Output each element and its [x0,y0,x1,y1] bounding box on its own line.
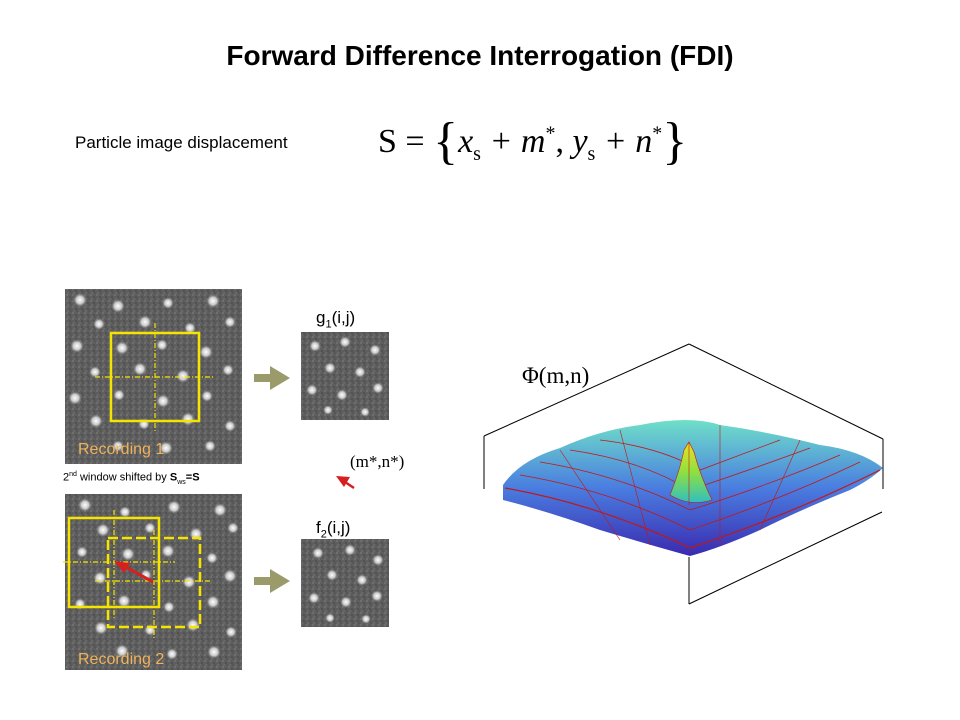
recording-2-windows [63,510,212,640]
shift-caption-sup: nd [69,471,77,478]
equation-lhs: S = [378,123,425,160]
window-g1-image [301,332,389,420]
equation-close-brace: } [662,113,688,170]
equation-star2: * [652,122,663,145]
equation-x: x [458,123,474,160]
arrow-right-icon-top [254,366,290,390]
recording-1-label: Recording 1 [78,441,165,458]
displacement-equation: S = {xs + m*, ys + n*} [378,112,687,171]
shift-caption-sub: ws [177,478,186,486]
peak-pointer-icon [336,476,355,490]
window-g1-sub: 1 [325,318,332,331]
equation-y: y [572,123,588,160]
window-g1-label: g1(i,j) [316,308,355,330]
equation-star1: * [545,122,556,145]
equation-comma: , [555,123,573,160]
shift-caption-middle: window shifted by [76,471,170,484]
recording-1-window [95,323,213,433]
equation-open-brace: { [433,113,459,170]
arrow-right-icon-bottom [254,569,290,593]
window-g1-args: (i,j) [331,308,356,327]
equation-sub-s2: s [587,142,596,165]
displacement-label: Particle image displacement [75,133,288,152]
shift-caption-prefix: 2 [63,471,70,484]
correlation-plot [483,343,884,605]
equation-plus-m: + m [480,123,546,160]
shift-arrow-icon [114,561,154,584]
correlation-label: Φ(m,n) [522,363,590,388]
equation-plus-n: + n [595,123,653,160]
slide-title: Forward Difference Interrogation (FDI) [226,40,734,71]
shift-caption-s: S [169,471,178,484]
window-f2-label: f2(i,j) [316,518,350,540]
window-f2-func: f [316,518,321,537]
window-f2-image [301,539,389,627]
shift-caption: 2nd window shifted by Sws=S [63,471,200,486]
recording-1-image [65,289,242,464]
recording-2-label: Recording 2 [78,651,165,668]
shift-caption-suffix: =S [185,471,200,484]
window-f2-args: (i,j) [326,518,351,537]
equation-sub-s1: s [473,142,481,165]
peak-label: (m*,n*) [350,452,405,471]
window-f2-sub: 2 [320,528,327,541]
window-g1-func: g [316,308,326,327]
